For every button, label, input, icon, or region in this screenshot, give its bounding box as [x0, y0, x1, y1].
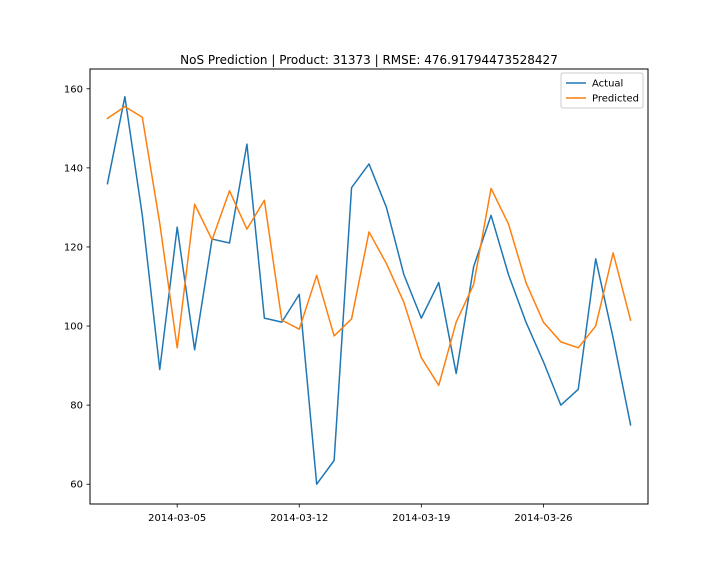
x-tick-label: 2014-03-19	[392, 513, 450, 524]
y-tick-label: 100	[64, 322, 83, 333]
legend-label-predicted: Predicted	[592, 94, 639, 105]
legend-box	[560, 72, 644, 109]
series-line-predicted	[106, 105, 632, 387]
y-tick-label: 160	[64, 84, 83, 95]
y-tick-label: 140	[64, 163, 83, 174]
legend-label-actual: Actual	[592, 79, 623, 90]
plot-frame	[89, 68, 649, 505]
axis-layer: 2014-03-05 2014-03-12 2014-03-19 2014-03-26…	[64, 84, 573, 524]
chart-title: NoS Prediction | Product: 31373 | RMSE: …	[180, 53, 558, 67]
x-tick-label: 2014-03-26	[514, 513, 572, 524]
x-tick-label: 2014-03-12	[270, 513, 328, 524]
y-tick-label: 60	[70, 480, 83, 491]
series-layer	[106, 95, 632, 485]
x-tick-label: 2014-03-05	[148, 513, 206, 524]
legend: Actual Predicted	[560, 72, 644, 109]
plot-area	[90, 69, 648, 504]
series-line-actual	[106, 95, 632, 485]
y-tick-label: 120	[64, 242, 83, 253]
y-tick-label: 80	[70, 401, 83, 412]
